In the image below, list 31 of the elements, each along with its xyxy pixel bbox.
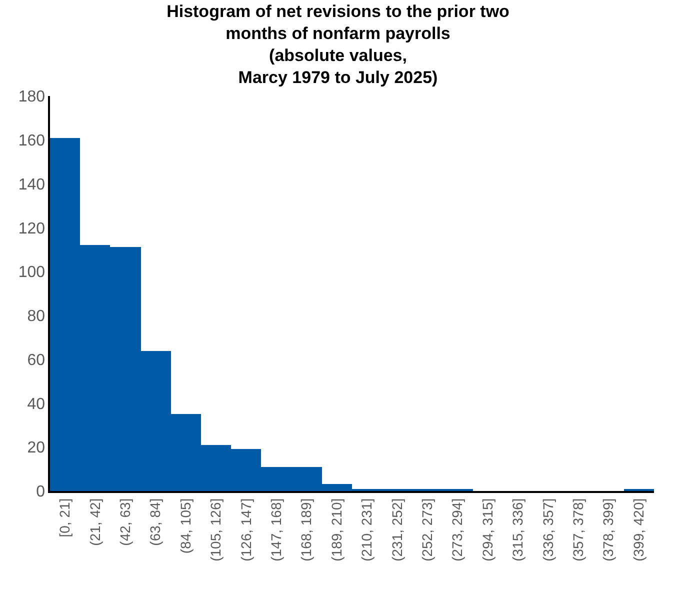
y-tick-label: 20 (27, 440, 46, 457)
y-tick-label: 100 (18, 264, 46, 282)
x-tick-label: (336, 357] (540, 498, 556, 562)
x-tick-label: (357, 378] (570, 498, 586, 562)
x-tick-label: (105, 126] (208, 498, 224, 562)
x-tick-label: (168, 189] (298, 498, 314, 562)
x-tick-label: (126, 147] (238, 498, 254, 562)
x-tick-label: (273, 294] (449, 498, 466, 562)
y-tick-label: 0 (36, 484, 46, 501)
y-tick-label: 180 (18, 88, 46, 106)
x-tick-label: (210, 231] (358, 498, 375, 562)
y-tick-label: 160 (18, 132, 46, 150)
x-tick-label: (231, 252] (388, 498, 405, 562)
x-tick-label: (294, 315] (479, 498, 496, 562)
x-tick-label: (42, 63] (117, 498, 134, 546)
y-tick-label: 80 (27, 308, 46, 326)
x-tick-label: (189, 210] (328, 498, 344, 562)
y-tick-label: 140 (18, 176, 46, 194)
x-tick-label: (399, 420] (630, 498, 646, 562)
x-tick-label: (63, 84] (147, 498, 164, 546)
y-tick-label: 40 (27, 396, 46, 413)
x-tick-label: (252, 273] (419, 498, 436, 562)
y-tick-label: 60 (27, 352, 46, 369)
x-tick-label: (378, 399] (600, 498, 616, 562)
x-tick-label: (147, 168] (268, 498, 284, 562)
x-tick-label: [0, 21] (56, 498, 73, 538)
chart-title: Histogram of net revisions to the prior two months of nonfarm payrolls (absolute values, Marcy 1979 to July 2025) (166, 2, 510, 88)
x-tick-label: (21, 42] (86, 498, 103, 546)
x-tick-label: (84, 105] (177, 498, 194, 554)
y-tick-label: 120 (18, 220, 46, 238)
x-tick-label: (315, 336] (510, 498, 526, 562)
